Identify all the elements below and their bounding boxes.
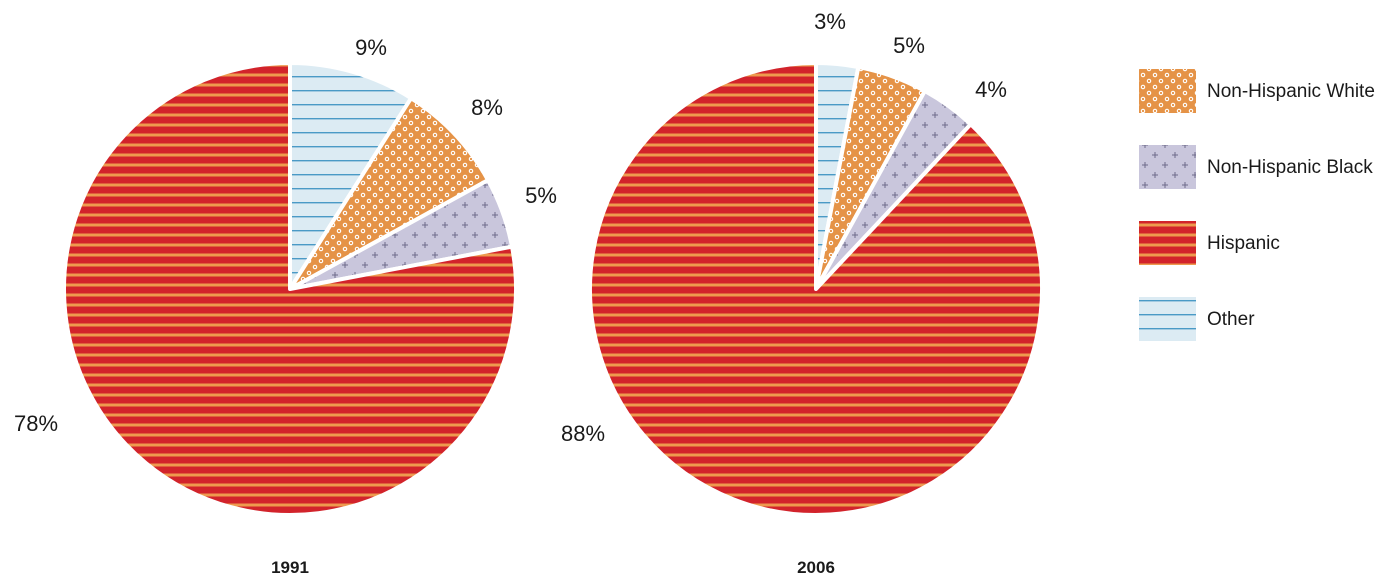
slice-label-2006-other: 3%: [814, 9, 846, 34]
pie-title-1991: 1991: [271, 558, 309, 577]
legend-label-non-hispanic-white: Non-Hispanic White: [1207, 81, 1375, 102]
legend-swatch-non-hispanic-black: [1139, 145, 1196, 189]
slice-label-2006-hispanic: 88%: [561, 421, 605, 446]
pie-title-2006: 2006: [797, 558, 835, 577]
pie-2006: 3% 5% 4% 88% 2006: [561, 9, 1042, 577]
legend-label-non-hispanic-black: Non-Hispanic Black: [1207, 157, 1373, 178]
slice-label-2006-non-hispanic-white: 5%: [893, 33, 925, 58]
legend-swatch-other: [1139, 297, 1196, 341]
legend-label-hispanic: Hispanic: [1207, 233, 1280, 254]
slice-label-1991-non-hispanic-black: 5%: [525, 183, 557, 208]
legend-item-hispanic: Hispanic: [1139, 221, 1280, 265]
legend-item-non-hispanic-white: Non-Hispanic White: [1139, 69, 1375, 113]
legend-swatch-hispanic: [1139, 221, 1196, 265]
legend-item-other: Other: [1139, 297, 1255, 341]
slice-label-1991-non-hispanic-white: 8%: [471, 95, 503, 120]
pies-layer: 9% 8% 5% 78% 1991 3% 5% 4% 88% 2006: [14, 9, 1042, 577]
legend-label-other: Other: [1207, 309, 1255, 330]
legend-swatch-non-hispanic-white: [1139, 69, 1196, 113]
pie-slice-2006-hispanic: [590, 63, 1042, 515]
slice-label-1991-other: 9%: [355, 35, 387, 60]
pie-1991: 9% 8% 5% 78% 1991: [14, 35, 557, 577]
slice-label-1991-hispanic: 78%: [14, 411, 58, 436]
slice-label-2006-non-hispanic-black: 4%: [975, 77, 1007, 102]
legend-item-non-hispanic-black: Non-Hispanic Black: [1139, 145, 1373, 189]
legend: Non-Hispanic White Non-Hispanic Black Hisp…: [1139, 69, 1375, 341]
